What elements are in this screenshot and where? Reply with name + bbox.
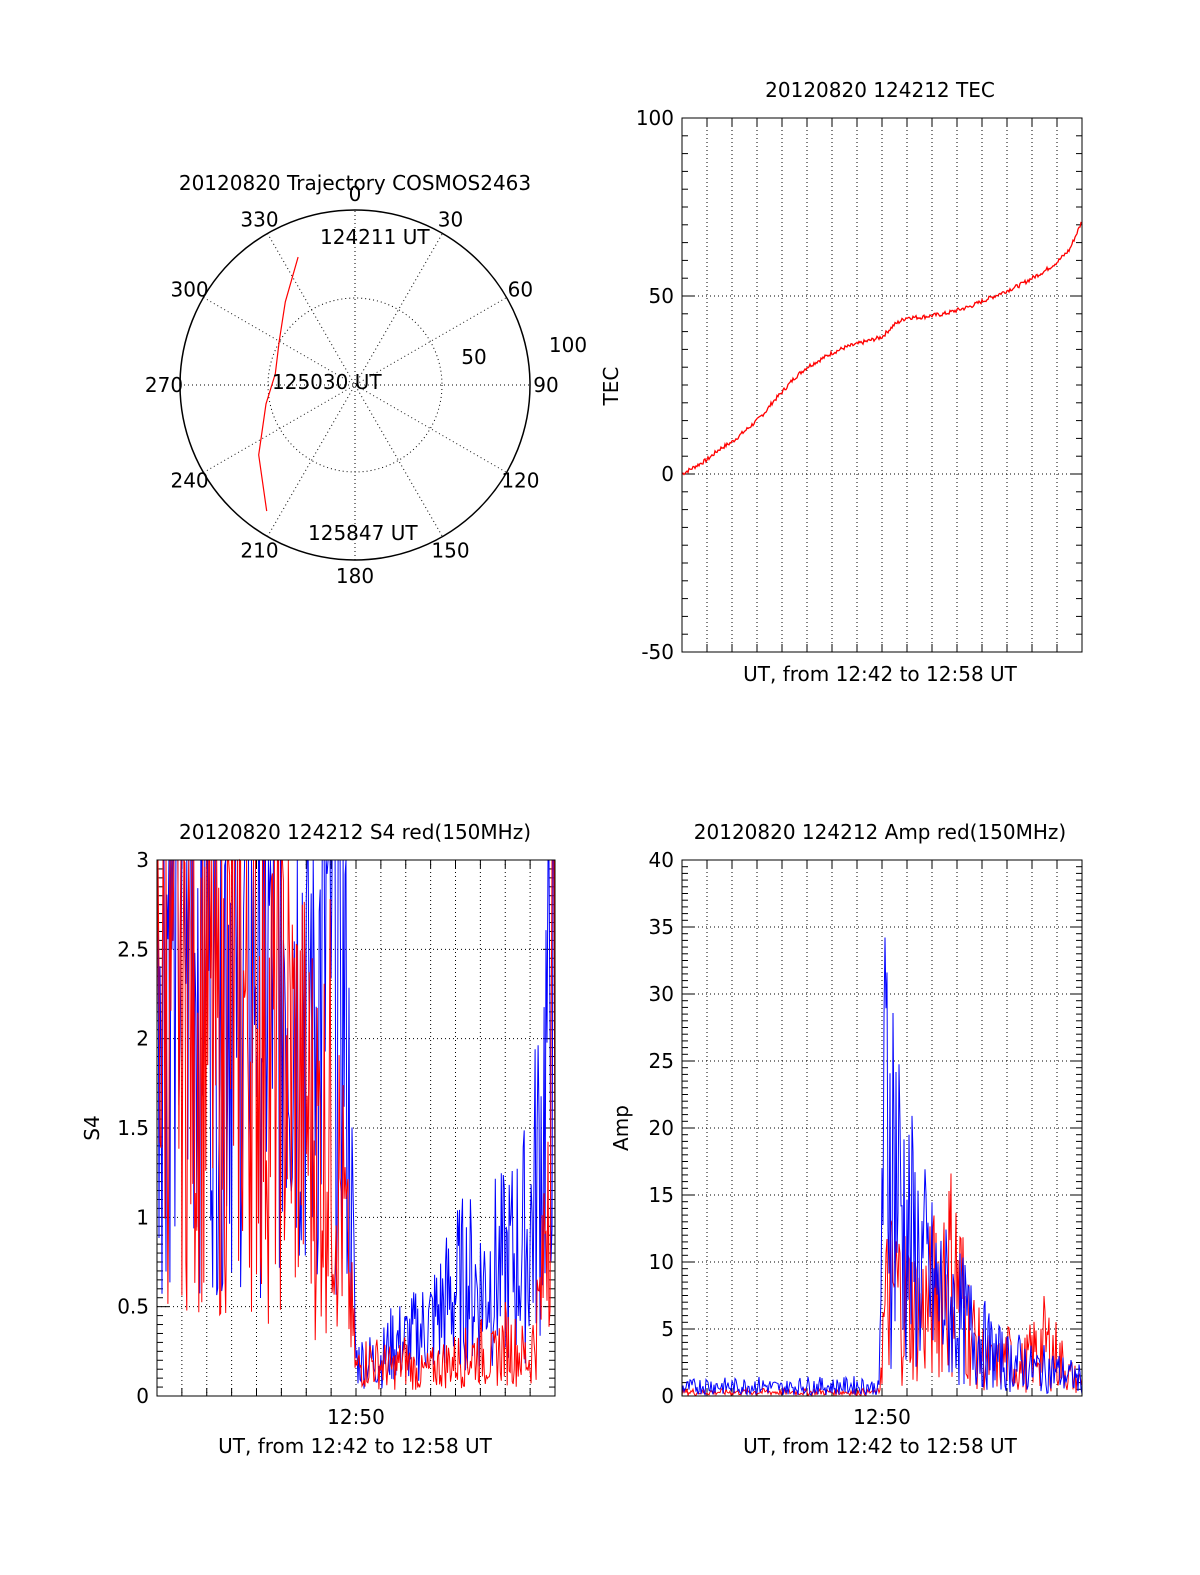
polar-radial-label-50: 50	[461, 345, 486, 369]
amp-y-tick-label: 20	[649, 1116, 674, 1140]
tec-y-tick-labels: -50 0 50 100	[636, 106, 674, 664]
s4-panel: 20120820 124212 S4 red(150MHz) UT, from …	[80, 820, 556, 1458]
polar-azimuth-label-60: 60	[508, 278, 533, 302]
amp-series-red	[681, 1173, 1083, 1398]
amp-y-tick-label: 15	[649, 1183, 674, 1207]
amp-panel: 20120820 124212 Amp red(150MHz) UT, from…	[609, 820, 1083, 1458]
s4-ylabel: S4	[80, 1115, 104, 1140]
tec-y-tick-label: -50	[641, 640, 674, 664]
amp-xlabel: UT, from 12:42 to 12:58 UT	[743, 1434, 1018, 1458]
s4-x-tick-labels: 12:50	[327, 1405, 385, 1429]
polar-azimuth-label-180: 180	[336, 564, 374, 588]
tec-xlabel: UT, from 12:42 to 12:58 UT	[743, 662, 1018, 686]
s4-y-tick-labels: 0 0.5 1 1.5 2 2.5 3	[117, 848, 149, 1408]
amp-series-blue	[681, 937, 1083, 1397]
polar-azimuth-labels: 0 30 60 90 120 150 180 210 240 270 300 330	[145, 182, 559, 588]
s4-series-blue	[156, 859, 555, 1389]
amp-ticks	[682, 859, 1082, 1397]
s4-y-tick-label: 2	[136, 1027, 149, 1051]
polar-azimuth-label-0: 0	[349, 182, 362, 206]
tec-series-red	[681, 221, 1083, 476]
s4-plot-frame	[156, 859, 556, 1397]
polar-azimuth-label-120: 120	[501, 469, 539, 493]
s4-x-tick-label: 12:50	[327, 1405, 385, 1429]
tec-panel: 20120820 124212 TEC UT, from 12:42 to 12…	[599, 78, 1083, 686]
s4-y-tick-label: 0.5	[117, 1295, 149, 1319]
amp-x-tick-labels: 12:50	[853, 1405, 911, 1429]
polar-azimuth-label-210: 210	[240, 538, 278, 562]
s4-series-red	[156, 858, 556, 1390]
polar-azimuth-label-270: 270	[145, 373, 183, 397]
polar-azimuth-label-300: 300	[170, 278, 208, 302]
s4-y-tick-label: 1	[136, 1205, 149, 1229]
tec-gridlines	[682, 118, 1082, 652]
polar-annotation-end: 125847 UT	[308, 521, 418, 545]
amp-y-tick-label: 35	[649, 915, 674, 939]
polar-azimuth-label-150: 150	[431, 538, 469, 562]
polar-azimuth-label-30: 30	[438, 208, 463, 232]
polar-trajectory-line	[258, 256, 299, 512]
amp-y-tick-label: 25	[649, 1049, 674, 1073]
tec-title: 20120820 124212 TEC	[765, 78, 995, 102]
amp-y-tick-label: 0	[661, 1384, 674, 1408]
s4-title: 20120820 124212 S4 red(150MHz)	[179, 820, 531, 844]
tec-y-tick-label: 50	[649, 284, 674, 308]
amp-y-tick-label: 40	[649, 848, 674, 872]
polar-annotation-mid: 125030 UT	[272, 370, 382, 394]
polar-radial-label-100: 100	[549, 333, 587, 357]
amp-y-tick-labels: 0 5 10 15 20 25 30 35 40	[649, 848, 674, 1408]
polar-azimuth-label-90: 90	[533, 373, 558, 397]
s4-y-tick-label: 2.5	[117, 937, 149, 961]
amp-series	[681, 937, 1083, 1398]
tec-ylabel: TEC	[599, 367, 623, 407]
tec-y-tick-label: 100	[636, 106, 674, 130]
tec-plot-frame	[681, 117, 1083, 653]
polar-annotation-start: 124211 UT	[320, 225, 430, 249]
polar-azimuth-label-240: 240	[170, 469, 208, 493]
amp-plot-frame	[681, 859, 1083, 1397]
s4-y-tick-label: 1.5	[117, 1116, 149, 1140]
s4-y-tick-label: 0	[136, 1384, 149, 1408]
s4-xlabel: UT, from 12:42 to 12:58 UT	[218, 1434, 493, 1458]
amp-y-tick-label: 5	[661, 1317, 674, 1341]
s4-y-tick-label: 3	[136, 848, 149, 872]
amp-title: 20120820 124212 Amp red(150MHz)	[694, 820, 1066, 844]
amp-x-tick-label: 12:50	[853, 1405, 911, 1429]
s4-series	[156, 858, 556, 1390]
tec-series	[681, 221, 1083, 476]
amp-y-tick-label: 10	[649, 1250, 674, 1274]
amp-gridlines	[682, 860, 1082, 1396]
tec-y-tick-label: 0	[661, 462, 674, 486]
polar-azimuth-label-330: 330	[240, 208, 278, 232]
amp-y-tick-label: 30	[649, 982, 674, 1006]
polar-trajectory-panel: 20120820 Trajectory COSMOS2463 0 30 60 90 12…	[145, 171, 587, 588]
polar-title: 20120820 Trajectory COSMOS2463	[179, 171, 531, 195]
amp-ylabel: Amp	[609, 1105, 633, 1151]
